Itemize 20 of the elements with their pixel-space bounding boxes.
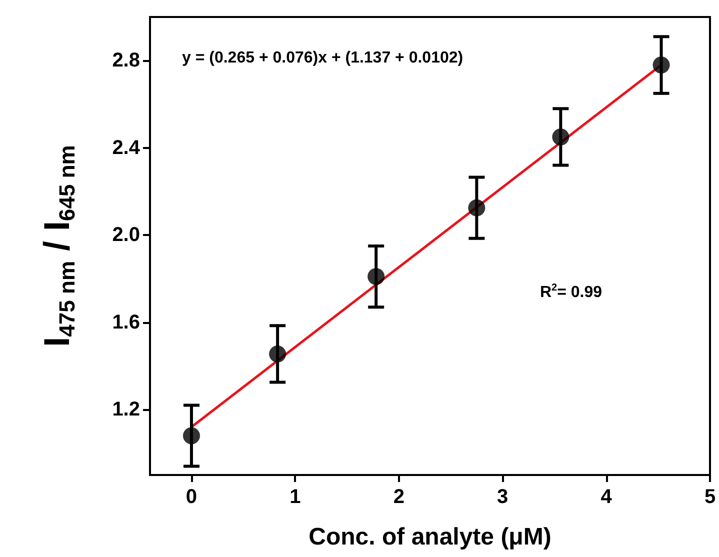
y-tick-label: 1.2 (112, 398, 140, 421)
x-tick-label: 3 (497, 486, 508, 508)
x-tick-label: 2 (393, 486, 404, 508)
point (468, 199, 486, 216)
annotation: y = (0.265 + 0.076)x + (1.137 + 0.0102) (182, 50, 464, 66)
x-tick-label: 4 (600, 486, 613, 508)
point (269, 345, 286, 362)
y-axis-title: I475 nm / I645 nm (36, 145, 80, 347)
point (652, 56, 670, 74)
x-tick-label: 0 (186, 486, 198, 508)
point (368, 268, 385, 286)
y-tick-label: 2.0 (112, 224, 140, 246)
point (552, 128, 570, 146)
x-tick-label: 1 (290, 486, 301, 508)
y-tick-label: 2.8 (112, 50, 140, 72)
point (183, 427, 200, 444)
y-tick-label: 1.6 (112, 311, 140, 334)
y-tick-label: 2.4 (112, 136, 141, 159)
x-tick-label: 5 (704, 486, 716, 508)
x-axis-title: Conc. of analyte (μM) (308, 524, 552, 550)
